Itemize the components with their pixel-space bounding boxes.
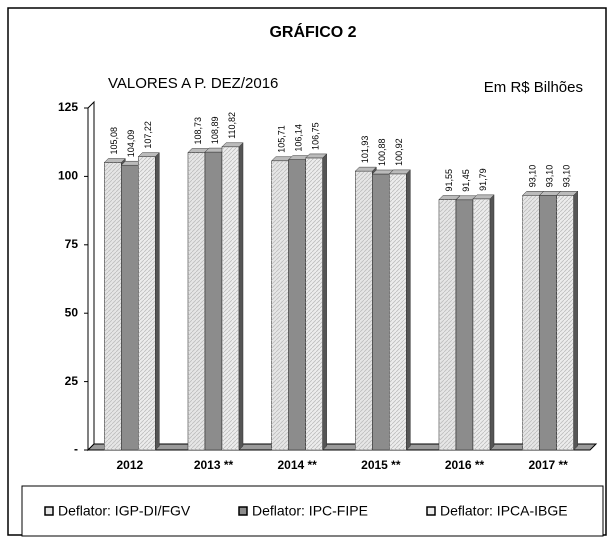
bar-texture	[439, 199, 456, 450]
legend-label: Deflator: IPCA-IBGE	[440, 503, 568, 519]
bar-side	[406, 169, 411, 451]
x-tick-label: 2014 **	[277, 458, 317, 472]
bar-top	[103, 158, 126, 163]
value-label: 91,55	[444, 169, 454, 192]
bar-top	[305, 153, 328, 159]
x-tick-label: 2016 **	[445, 458, 485, 472]
bar-texture	[271, 160, 289, 450]
y-tick-label: -	[74, 442, 78, 456]
value-label: 93,10	[545, 165, 555, 188]
bar-texture	[188, 152, 205, 451]
subtitle: VALORES A P. DEZ/2016	[108, 75, 278, 92]
legend-box	[21, 485, 604, 537]
value-label: 108,89	[210, 117, 220, 145]
value-label: 91,79	[478, 168, 488, 191]
back-wall	[87, 100, 95, 452]
bar-texture	[473, 198, 490, 450]
x-tick-label: 2012	[116, 458, 143, 472]
bar-top	[472, 194, 495, 200]
bar-side	[489, 194, 495, 451]
value-label: 93,10	[562, 165, 572, 188]
y-tick-label: 100	[58, 169, 78, 183]
value-label: 106,14	[294, 124, 304, 152]
legend-label: Deflator: IGP-DI/FGV	[58, 503, 191, 519]
bar-top	[438, 195, 461, 200]
y-tick-label: 125	[58, 100, 78, 114]
bar-texture	[389, 173, 407, 450]
x-tick-label: 2015 **	[361, 458, 401, 472]
legend-swatch	[238, 506, 248, 516]
y-tick-label: 25	[65, 374, 79, 388]
bar-top	[221, 142, 244, 148]
bar	[539, 194, 557, 451]
legend-swatch	[44, 506, 54, 516]
value-label: 108,73	[193, 117, 203, 145]
bar-top	[388, 169, 411, 175]
bar	[121, 164, 139, 451]
value-label: 110,82	[227, 112, 237, 139]
chart-title: GRÁFICO 2	[269, 22, 356, 41]
bar-top	[556, 191, 579, 196]
bar-texture	[104, 162, 122, 451]
value-label: 106,75	[311, 122, 321, 150]
floor	[86, 443, 598, 451]
bar-texture	[305, 157, 323, 450]
value-label: 100,88	[377, 138, 387, 166]
bar-texture	[522, 195, 540, 450]
value-label: 101,93	[360, 136, 370, 164]
y-tick-label: 50	[65, 305, 79, 319]
value-label: 91,45	[461, 169, 471, 192]
bar-side	[322, 153, 327, 451]
legend-swatch	[426, 506, 436, 516]
x-tick-label: 2017 **	[528, 458, 568, 472]
bar-texture	[355, 171, 373, 451]
bar-top	[354, 166, 377, 172]
y-tick-label: 75	[65, 237, 79, 251]
bar-texture	[222, 146, 239, 450]
bar	[455, 199, 474, 451]
annotation: Em R$ Bilhões	[484, 79, 583, 96]
value-label: 104,09	[126, 130, 136, 158]
x-tick-label: 2013 **	[194, 458, 234, 472]
bar	[204, 151, 223, 451]
value-label: 100,92	[394, 138, 404, 166]
value-label: 93,10	[528, 165, 538, 188]
bar-top	[137, 152, 160, 157]
bar-texture	[138, 156, 156, 451]
value-label: 105,71	[277, 125, 287, 153]
value-label: 107,22	[143, 121, 153, 149]
bar-side	[238, 142, 244, 451]
legend-label: Deflator: IPC-FIPE	[252, 503, 368, 519]
bar-side	[155, 152, 160, 451]
bar	[372, 173, 390, 451]
bar-side	[573, 190, 578, 451]
bar-texture	[556, 195, 574, 450]
value-label: 105,08	[109, 127, 119, 155]
bar	[288, 159, 306, 451]
